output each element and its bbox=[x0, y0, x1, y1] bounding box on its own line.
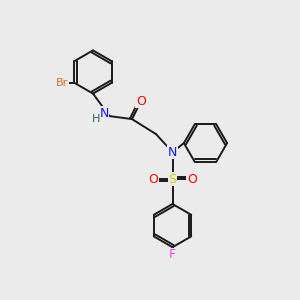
Text: Br: Br bbox=[56, 78, 68, 88]
Text: S: S bbox=[169, 172, 176, 186]
Text: N: N bbox=[99, 106, 109, 120]
Text: O: O bbox=[187, 172, 197, 186]
Text: H: H bbox=[92, 114, 100, 124]
Text: F: F bbox=[169, 248, 176, 261]
Text: O: O bbox=[136, 94, 146, 108]
Text: O: O bbox=[148, 172, 158, 186]
Text: N: N bbox=[168, 146, 177, 159]
